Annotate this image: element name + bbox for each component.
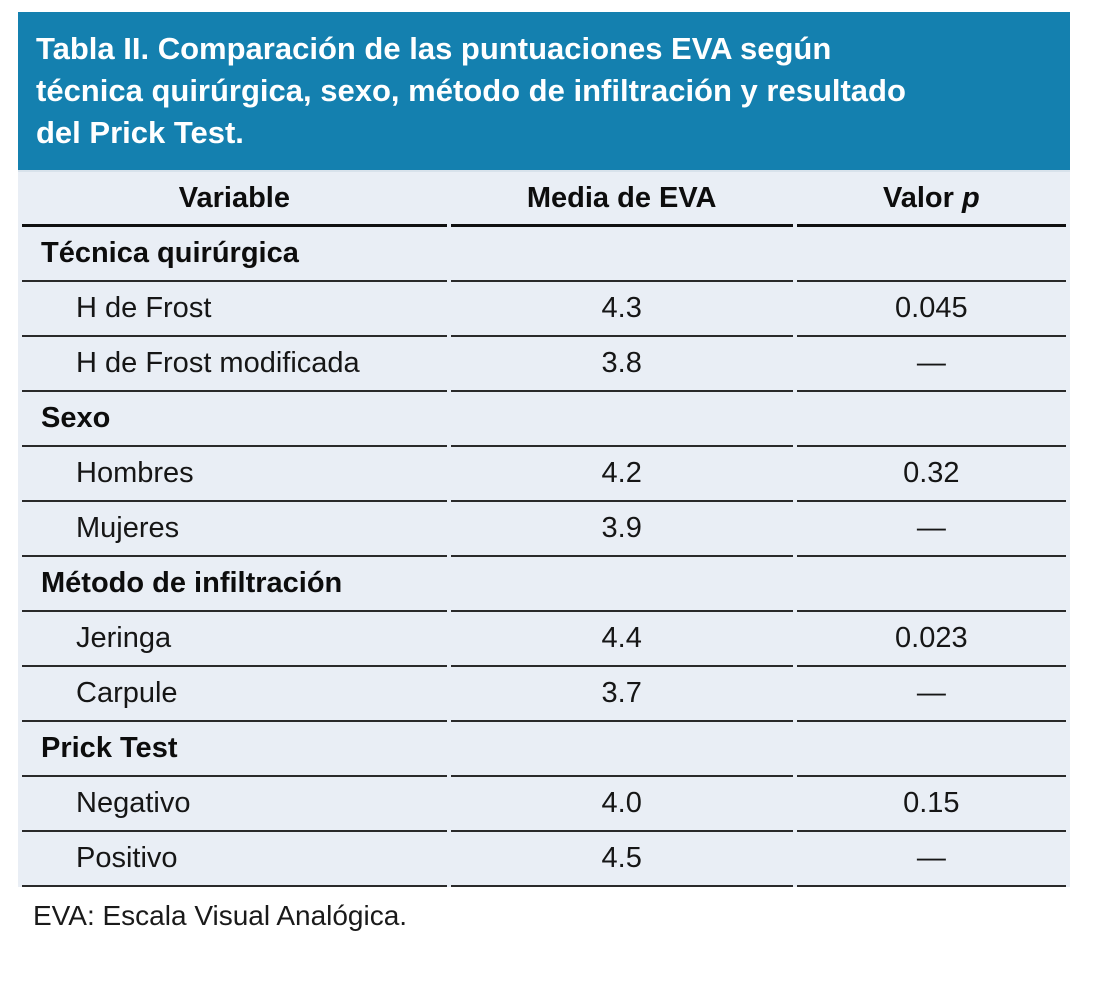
row-p-value: 0.15 bbox=[796, 777, 1066, 832]
table-row: Mujeres 3.9 — bbox=[22, 502, 1066, 557]
table-row: Jeringa 4.4 0.023 bbox=[22, 612, 1066, 667]
row-p-value: — bbox=[796, 832, 1066, 887]
table-row: H de Frost modificada 3.8 — bbox=[22, 337, 1066, 392]
column-header-media-eva: Media de EVA bbox=[450, 172, 793, 227]
row-p-value: — bbox=[796, 337, 1066, 392]
row-label: H de Frost modificada bbox=[22, 337, 447, 392]
section-empty-cell bbox=[796, 722, 1066, 777]
row-p-value: 0.045 bbox=[796, 282, 1066, 337]
section-row-tecnica-quirurgica: Técnica quirúrgica bbox=[22, 227, 1066, 282]
row-label: Carpule bbox=[22, 667, 447, 722]
table-row: H de Frost 4.3 0.045 bbox=[22, 282, 1066, 337]
table-row: Positivo 4.5 — bbox=[22, 832, 1066, 887]
section-header-label: Método de infiltración bbox=[22, 557, 447, 612]
section-row-metodo-infiltracion: Método de infiltración bbox=[22, 557, 1066, 612]
table-body: Técnica quirúrgica H de Frost 4.3 0.045 … bbox=[22, 227, 1066, 887]
p-symbol: p bbox=[961, 181, 980, 214]
row-p-value: 0.32 bbox=[796, 447, 1066, 502]
section-empty-cell bbox=[450, 227, 793, 282]
table-title-line-1: Tabla II. Comparación de las puntuacione… bbox=[36, 31, 832, 66]
section-header-label: Sexo bbox=[22, 392, 447, 447]
section-empty-cell bbox=[796, 557, 1066, 612]
table-title-line-3: del Prick Test. bbox=[36, 115, 244, 150]
row-media-value: 3.8 bbox=[450, 337, 793, 392]
row-label: Mujeres bbox=[22, 502, 447, 557]
eva-comparison-table: Variable Media de EVA Valor p Técnica qu… bbox=[18, 172, 1070, 887]
row-label: Hombres bbox=[22, 447, 447, 502]
row-label: Negativo bbox=[22, 777, 447, 832]
header-row: Variable Media de EVA Valor p bbox=[22, 172, 1066, 227]
table-row: Negativo 4.0 0.15 bbox=[22, 777, 1066, 832]
row-media-value: 4.0 bbox=[450, 777, 793, 832]
row-media-value: 3.9 bbox=[450, 502, 793, 557]
row-label: Positivo bbox=[22, 832, 447, 887]
table-title: Tabla II. Comparación de las puntuacione… bbox=[18, 12, 1070, 172]
section-header-label: Prick Test bbox=[22, 722, 447, 777]
valor-label: Valor bbox=[882, 181, 954, 214]
row-media-value: 4.4 bbox=[450, 612, 793, 667]
column-header-variable: Variable bbox=[22, 172, 447, 227]
section-row-prick-test: Prick Test bbox=[22, 722, 1066, 777]
row-media-value: 4.3 bbox=[450, 282, 793, 337]
section-empty-cell bbox=[450, 557, 793, 612]
row-media-value: 3.7 bbox=[450, 667, 793, 722]
row-media-value: 4.2 bbox=[450, 447, 793, 502]
column-header-valor-p: Valor p bbox=[796, 172, 1066, 227]
section-empty-cell bbox=[450, 392, 793, 447]
table-row: Hombres 4.2 0.32 bbox=[22, 447, 1066, 502]
table-footnote: EVA: Escala Visual Analógica. bbox=[33, 900, 408, 931]
section-row-sexo: Sexo bbox=[22, 392, 1066, 447]
row-media-value: 4.5 bbox=[450, 832, 793, 887]
table-row: Carpule 3.7 — bbox=[22, 667, 1066, 722]
section-header-label: Técnica quirúrgica bbox=[22, 227, 447, 282]
section-empty-cell bbox=[796, 392, 1066, 447]
row-p-value: — bbox=[796, 667, 1066, 722]
section-empty-cell bbox=[796, 227, 1066, 282]
row-label: H de Frost bbox=[22, 282, 447, 337]
row-p-value: 0.023 bbox=[796, 612, 1066, 667]
row-p-value: — bbox=[796, 502, 1066, 557]
row-label: Jeringa bbox=[22, 612, 447, 667]
table-header: Variable Media de EVA Valor p bbox=[22, 172, 1066, 227]
table-title-line-2: técnica quirúrgica, sexo, método de infi… bbox=[36, 73, 906, 108]
section-empty-cell bbox=[450, 722, 793, 777]
table-figure: Tabla II. Comparación de las puntuacione… bbox=[18, 12, 1070, 932]
